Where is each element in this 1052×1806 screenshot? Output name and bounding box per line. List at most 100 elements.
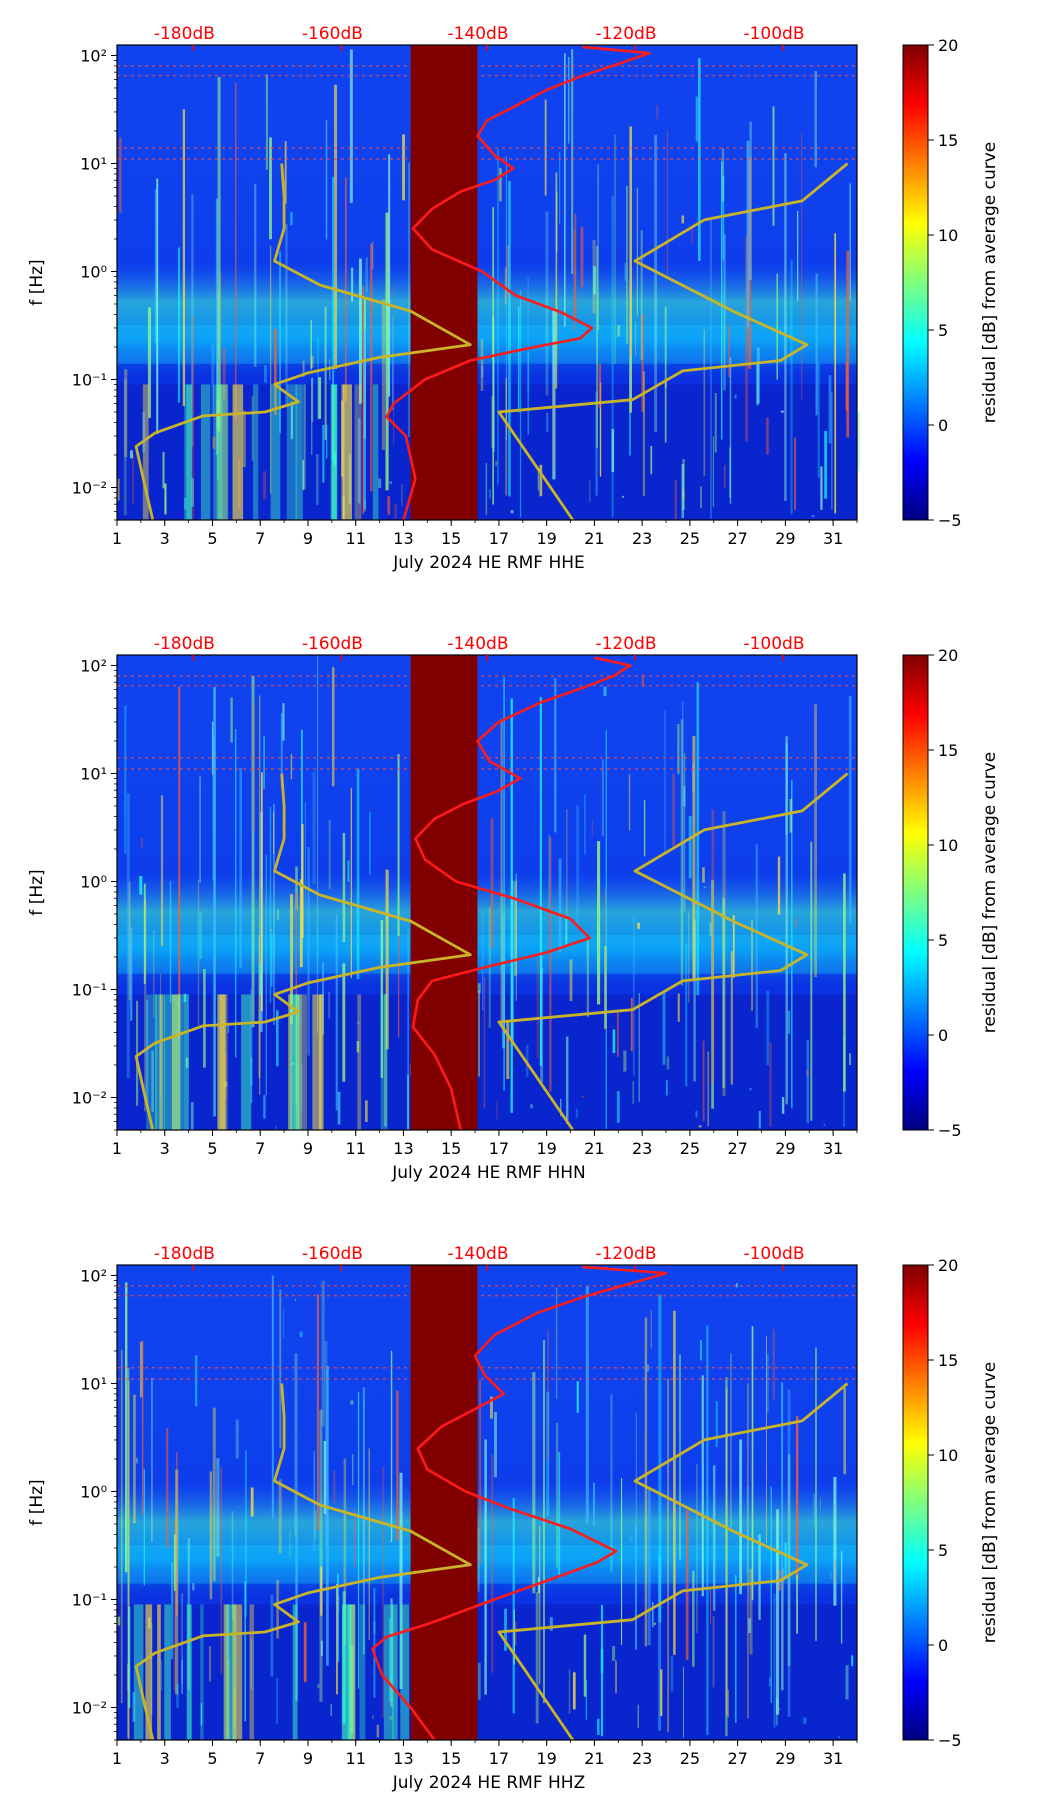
colorbar-tick-label: 15	[938, 741, 958, 760]
colorbar-tick-label: 5	[938, 931, 948, 950]
noise-model-curve	[497, 162, 849, 521]
x-tick-label: 21	[584, 1139, 604, 1158]
spectrogram-2	[117, 655, 857, 1130]
noise-model-curve	[134, 773, 472, 1131]
colorbar-tick-label: 5	[938, 321, 948, 340]
x-tick-label: 31	[823, 1139, 843, 1158]
x-tick-label: 29	[775, 1139, 795, 1158]
db-axis-label: -100dB	[743, 1244, 804, 1264]
data-gap	[410, 1265, 478, 1740]
y-tick-label: 10⁻¹	[72, 1590, 107, 1609]
panel-3: 1 3 5 7 9 11 13 15 17 19 21 23 25 27 29 3110⁻²10⁻¹10⁰10…	[27, 1244, 1000, 1793]
y-tick-label: 10¹	[80, 764, 107, 783]
x-tick-label: 15	[441, 529, 461, 548]
colorbar-tick-label: 20	[938, 1256, 958, 1275]
x-tick-label: 11	[346, 1139, 366, 1158]
y-tick-label: 10²	[80, 656, 107, 675]
x-tick-label: 25	[680, 1749, 700, 1768]
psd-curve	[411, 656, 632, 1131]
x-tick-label: 31	[823, 529, 843, 548]
colorbar-tick-label: 0	[938, 1636, 948, 1655]
x-tick-label: 23	[632, 1749, 652, 1768]
x-tick-label: 23	[632, 1139, 652, 1158]
y-tick-label: 10¹	[80, 154, 107, 173]
x-tick-label: 1	[112, 1749, 122, 1768]
colorbar-tick-label: −5	[938, 1731, 962, 1750]
colorbar-label: residual [dB] from average curve	[980, 752, 1000, 1033]
y-tick-label: 10⁰	[80, 872, 107, 891]
x-tick-label: 29	[775, 529, 795, 548]
db-axis-label: -100dB	[743, 24, 804, 44]
x-tick-label: 15	[441, 1749, 461, 1768]
colorbar-tick-label: −5	[938, 511, 962, 530]
db-axis-label: -160dB	[302, 1244, 363, 1264]
db-axis-label: -180dB	[154, 634, 215, 654]
db-axis-label: -160dB	[302, 634, 363, 654]
noise-model-curve	[497, 772, 849, 1131]
x-tick-label: 9	[303, 1749, 313, 1768]
colorbar-tick-label: 15	[938, 131, 958, 150]
x-tick-label: 25	[680, 1139, 700, 1158]
x-tick-label: 5	[207, 529, 217, 548]
y-axis-title: f [Hz]	[27, 259, 47, 305]
x-axis-title: July 2024 HE RMF HHZ	[392, 1773, 585, 1793]
x-tick-label: 19	[536, 1749, 556, 1768]
psd-curve	[371, 1265, 668, 1741]
x-tick-label: 1	[112, 529, 122, 548]
data-gap	[410, 45, 478, 520]
y-tick-label: 10⁰	[80, 262, 107, 281]
colorbar-label: residual [dB] from average curve	[980, 142, 1000, 423]
colorbar-tick-label: 0	[938, 416, 948, 435]
db-axis-label: -120dB	[595, 1244, 656, 1264]
x-tick-label: 9	[303, 529, 313, 548]
db-axis-label: -100dB	[743, 634, 804, 654]
x-tick-label: 7	[255, 1139, 265, 1158]
colorbar-1: 20 15 10 5 0 −5 residual [dB] from average cur…	[902, 36, 1000, 530]
y-tick-label: 10²	[80, 46, 107, 65]
spectrogram-3	[117, 1265, 857, 1740]
colorbar-3: 20 15 10 5 0 −5 residual [dB] from average cur…	[902, 1256, 1000, 1750]
panel-1: 1 3 5 7 9 11 13 15 17 19 21 23 25 27 29 3110⁻²10⁻¹10⁰10…	[27, 24, 1000, 573]
db-axis-label: -120dB	[595, 634, 656, 654]
x-tick-label: 17	[489, 1749, 509, 1768]
colorbar-label: residual [dB] from average curve	[980, 1362, 1000, 1643]
colorbar-tick-label: 10	[938, 226, 958, 245]
y-axis-title: f [Hz]	[27, 1479, 47, 1525]
db-axis-label: -140dB	[447, 634, 508, 654]
db-axis-label: -180dB	[154, 1244, 215, 1264]
y-tick-label: 10¹	[80, 1374, 107, 1393]
x-tick-label: 15	[441, 1139, 461, 1158]
y-tick-label: 10⁻¹	[72, 980, 107, 999]
x-axis-title: July 2024 HE RMF HHN	[391, 1163, 586, 1183]
y-axis-title: f [Hz]	[27, 869, 47, 915]
x-tick-label: 11	[346, 529, 366, 548]
colorbar-tick-label: −5	[938, 1121, 962, 1140]
colorbar-tick-label: 20	[938, 36, 958, 55]
colorbar-tick-label: 10	[938, 1446, 958, 1465]
db-axis-label: -120dB	[595, 24, 656, 44]
x-tick-label: 13	[393, 529, 413, 548]
x-axis-title: July 2024 HE RMF HHE	[392, 553, 585, 573]
x-tick-label: 19	[536, 529, 556, 548]
colorbar-tick-label: 5	[938, 1541, 948, 1560]
data-gap	[410, 655, 478, 1130]
x-tick-label: 7	[255, 1749, 265, 1768]
x-tick-label: 7	[255, 529, 265, 548]
x-tick-label: 25	[680, 529, 700, 548]
colorbar-tick-label: 0	[938, 1026, 948, 1045]
x-tick-label: 27	[727, 1749, 747, 1768]
x-tick-label: 1	[112, 1139, 122, 1158]
colorbar-tick-label: 20	[938, 646, 958, 665]
y-tick-label: 10⁻¹	[72, 370, 107, 389]
x-tick-label: 11	[346, 1749, 366, 1768]
x-tick-label: 3	[160, 529, 170, 548]
x-tick-label: 3	[160, 1139, 170, 1158]
colorbar-2: 20 15 10 5 0 −5 residual [dB] from average cur…	[902, 646, 1000, 1140]
noise-model-curve	[134, 163, 472, 521]
y-tick-label: 10⁻²	[72, 478, 107, 497]
x-tick-label: 3	[160, 1749, 170, 1768]
x-tick-label: 13	[393, 1139, 413, 1158]
x-tick-label: 5	[207, 1749, 217, 1768]
y-tick-label: 10⁻²	[72, 1088, 107, 1107]
